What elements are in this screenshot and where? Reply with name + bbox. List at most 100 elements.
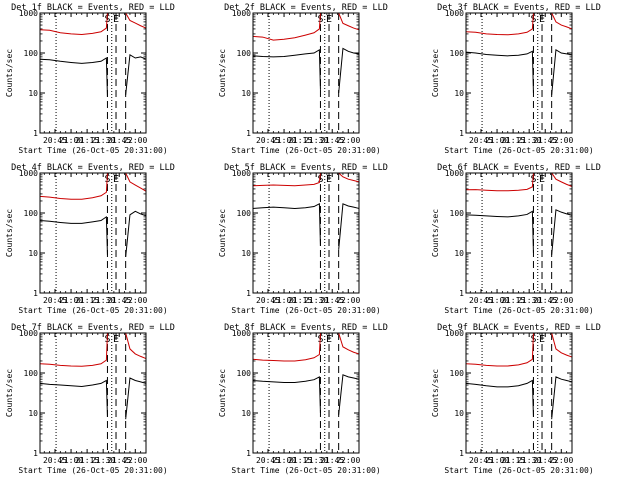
x-tick-label: 21:15 — [501, 136, 525, 145]
events-series-line — [252, 202, 360, 250]
x-tick-label: 21:45 — [107, 456, 131, 465]
y-tick-label: 100 — [24, 369, 39, 378]
x-axis-label: Start Time (26-Oct-05 20:31:00) — [444, 466, 593, 475]
marker-label-e: E — [539, 14, 545, 25]
y-tick-label: 100 — [237, 209, 252, 218]
y-tick-label: 1000 — [19, 329, 38, 338]
x-axis-label: Start Time (26-Oct-05 20:31:00) — [231, 466, 380, 475]
marker-label-e: E — [539, 174, 545, 185]
y-tick-label: 1 — [459, 129, 464, 138]
x-axis-label: Start Time (26-Oct-05 20:31:00) — [18, 146, 167, 155]
chart-panel-2: Det 2f BLACK = Events, RED = LLD Counts/s… — [218, 3, 388, 155]
y-tick-label: 10 — [454, 249, 464, 258]
y-tick-label: 1 — [33, 449, 38, 458]
x-tick-label: 21:15 — [75, 296, 99, 305]
events-series-line — [39, 54, 147, 97]
y-tick-label: 100 — [237, 369, 252, 378]
x-tick-label: 21:15 — [288, 136, 312, 145]
x-axis-label: Start Time (26-Oct-05 20:31:00) — [18, 306, 167, 315]
y-tick-label: 100 — [24, 209, 39, 218]
x-tick-label: 21:00 — [485, 136, 509, 145]
y-axis-label: Counts/sec — [431, 209, 440, 257]
y-tick-label: 1 — [246, 129, 251, 138]
x-tick-label: 20:45 — [43, 296, 67, 305]
x-tick-label: 21:45 — [107, 136, 131, 145]
x-tick-label: 20:45 — [469, 136, 493, 145]
events-series-line — [465, 376, 573, 420]
x-tick-label: 21:45 — [533, 296, 557, 305]
x-tick-label: 22:00 — [123, 456, 147, 465]
x-axis-label: Start Time (26-Oct-05 20:31:00) — [231, 146, 380, 155]
events-series-line — [39, 377, 147, 420]
y-tick-label: 100 — [450, 49, 465, 58]
x-tick-label: 21:30 — [304, 136, 328, 145]
events-series-line — [252, 47, 360, 94]
x-tick-label: 21:15 — [75, 456, 99, 465]
y-tick-label: 10 — [28, 409, 38, 418]
y-tick-label: 1 — [33, 289, 38, 298]
plot-frame — [465, 12, 573, 134]
marker-label-s: S — [317, 174, 323, 185]
y-axis-label: Counts/sec — [5, 369, 14, 417]
x-tick-label: 21:45 — [320, 296, 344, 305]
y-tick-label: 1000 — [445, 169, 464, 178]
x-tick-label: 20:45 — [256, 456, 280, 465]
chart-panel-4: Det 4f BLACK = Events, RED = LLD Counts/s… — [5, 163, 175, 315]
x-tick-label: 22:00 — [549, 136, 573, 145]
x-axis-label: Start Time (26-Oct-05 20:31:00) — [231, 306, 380, 315]
plot-frame — [39, 332, 147, 454]
y-tick-label: 10 — [454, 89, 464, 98]
y-axis-label: Counts/sec — [5, 49, 14, 97]
marker-label-e: E — [113, 334, 119, 345]
chart-panel-8: Det 8f BLACK = Events, RED = LLD Counts/s… — [218, 323, 388, 475]
x-axis-label: Start Time (26-Oct-05 20:31:00) — [444, 306, 593, 315]
events-series-line — [39, 210, 147, 257]
marker-label-e: E — [539, 334, 545, 345]
y-axis-label: Counts/sec — [431, 369, 440, 417]
plot-frame — [252, 332, 360, 454]
y-tick-label: 1 — [459, 289, 464, 298]
y-tick-label: 10 — [241, 89, 251, 98]
chart-title: Det 7f BLACK = Events, RED = LLD — [11, 323, 175, 333]
y-tick-label: 1000 — [445, 9, 464, 18]
x-tick-label: 21:30 — [517, 136, 541, 145]
x-tick-label: 21:30 — [91, 456, 115, 465]
x-tick-label: 21:45 — [320, 136, 344, 145]
y-tick-label: 10 — [28, 249, 38, 258]
y-tick-label: 1000 — [445, 329, 464, 338]
x-tick-label: 22:00 — [549, 456, 573, 465]
chart-panel-3: Det 3f BLACK = Events, RED = LLD Counts/s… — [431, 3, 601, 155]
y-tick-label: 1000 — [232, 329, 251, 338]
x-tick-label: 21:30 — [517, 296, 541, 305]
marker-label-e: E — [326, 334, 332, 345]
x-tick-label: 21:30 — [91, 296, 115, 305]
chart-title: Det 9f BLACK = Events, RED = LLD — [437, 323, 601, 333]
plot-frame — [39, 12, 147, 134]
marker-label-e: E — [326, 14, 332, 25]
y-tick-label: 1000 — [232, 9, 251, 18]
x-tick-label: 22:00 — [123, 296, 147, 305]
x-tick-label: 21:30 — [304, 456, 328, 465]
chart-title: Det 3f BLACK = Events, RED = LLD — [437, 3, 601, 13]
y-axis-label: Counts/sec — [5, 209, 14, 257]
events-series-line — [465, 48, 573, 95]
y-tick-label: 1 — [33, 129, 38, 138]
y-axis-label: Counts/sec — [218, 209, 227, 257]
marker-label-e: E — [326, 174, 332, 185]
chart-panel-9: Det 9f BLACK = Events, RED = LLD Counts/s… — [431, 323, 601, 475]
x-tick-label: 21:30 — [304, 296, 328, 305]
chart-title: Det 5f BLACK = Events, RED = LLD — [224, 163, 388, 173]
events-series-line — [465, 209, 573, 255]
chart-title: Det 1f BLACK = Events, RED = LLD — [11, 3, 175, 13]
x-tick-label: 21:45 — [533, 136, 557, 145]
x-tick-label: 21:00 — [59, 456, 83, 465]
y-tick-label: 1 — [246, 449, 251, 458]
x-tick-label: 20:45 — [43, 136, 67, 145]
y-tick-label: 100 — [450, 209, 465, 218]
plot-frame — [252, 172, 360, 294]
x-tick-label: 20:45 — [469, 456, 493, 465]
x-tick-label: 20:45 — [43, 456, 67, 465]
y-axis-label: Counts/sec — [218, 49, 227, 97]
plot-frame — [39, 172, 147, 294]
x-tick-label: 20:45 — [469, 296, 493, 305]
